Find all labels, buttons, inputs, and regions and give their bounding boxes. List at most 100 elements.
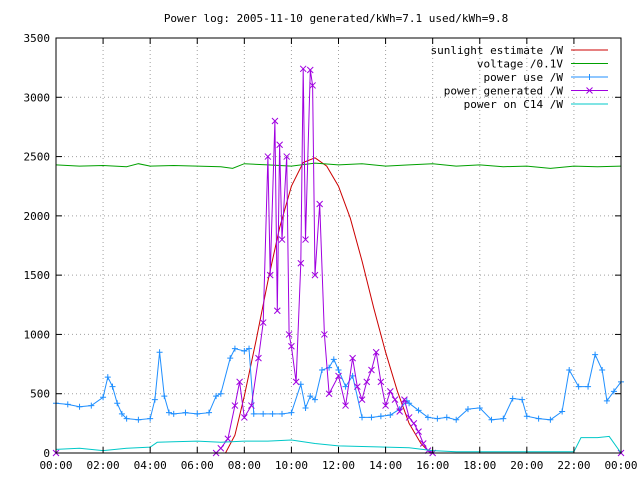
data-point	[377, 413, 384, 420]
x-tick-label: 22:00	[557, 459, 590, 472]
data-point	[156, 349, 163, 356]
data-point	[509, 395, 516, 402]
data-point	[386, 387, 394, 395]
x-tick-label: 00:00	[604, 459, 637, 472]
y-tick-label: 1500	[24, 269, 51, 282]
data-point	[292, 378, 300, 386]
y-tick-label: 1000	[24, 328, 51, 341]
data-point	[523, 413, 530, 420]
x-tick-label: 14:00	[369, 459, 402, 472]
data-point	[276, 141, 283, 149]
data-point	[114, 400, 121, 407]
series-layer	[52, 65, 625, 457]
data-point	[285, 331, 293, 338]
data-point	[316, 200, 324, 208]
data-point	[603, 397, 610, 404]
data-point	[358, 396, 366, 403]
data-point	[266, 271, 274, 279]
x-tick-label: 20:00	[510, 459, 543, 472]
data-point	[342, 383, 349, 390]
series-line	[225, 157, 431, 454]
y-tick-label: 2500	[24, 151, 51, 164]
data-point	[353, 383, 361, 390]
data-point	[547, 416, 554, 423]
data-point	[405, 414, 413, 421]
data-point	[246, 345, 253, 352]
data-point	[170, 410, 177, 417]
data-point	[279, 410, 285, 417]
x-tick-label: 08:00	[228, 459, 261, 472]
x-axis: 00:00 02:00 04:00 06:00 08:00 10:00 12:00 14:00…	[39, 38, 638, 472]
data-point	[535, 415, 542, 422]
legend-label: power use /W	[484, 71, 564, 84]
series-line	[55, 435, 622, 454]
data-point	[118, 410, 125, 417]
data-point	[273, 307, 281, 315]
data-point	[151, 396, 158, 403]
legend-label: voltage /0.1V	[477, 58, 563, 71]
y-tick-label: 2000	[24, 210, 51, 223]
data-point	[260, 410, 267, 417]
data-point	[396, 408, 404, 415]
data-point	[464, 406, 471, 413]
data-point	[194, 410, 201, 417]
data-point	[415, 407, 422, 414]
data-point	[255, 354, 262, 362]
data-point	[419, 440, 427, 447]
data-point	[302, 236, 309, 243]
data-point	[259, 319, 267, 326]
data-point	[224, 435, 232, 443]
data-point	[283, 153, 291, 160]
data-point	[387, 412, 394, 419]
x-tick-label: 12:00	[322, 459, 355, 472]
x-tick-label: 16:00	[416, 459, 449, 472]
x-tick-label: 18:00	[463, 459, 496, 472]
x-tick-label: 02:00	[87, 459, 120, 472]
data-point	[104, 374, 111, 381]
data-point	[288, 409, 295, 416]
y-tick-label: 3500	[24, 32, 51, 45]
series-2	[53, 345, 624, 423]
series-3	[52, 65, 625, 457]
x-tick-label: 10:00	[275, 459, 308, 472]
data-point	[299, 65, 307, 73]
series-4	[55, 435, 622, 454]
data-point	[488, 416, 495, 423]
data-point	[335, 372, 342, 380]
chart-title: Power log: 2005-11-10 generated/kWh=7.1 …	[164, 12, 508, 25]
data-point	[424, 414, 431, 421]
data-point	[330, 356, 337, 363]
legend-marker	[586, 74, 593, 80]
legend-entry: power on C14 /W	[464, 98, 608, 111]
data-point	[269, 410, 276, 417]
data-point	[227, 355, 234, 362]
data-point	[566, 367, 573, 373]
data-point	[311, 396, 318, 403]
data-point	[166, 409, 172, 416]
data-point	[349, 354, 356, 362]
y-tick-label: 0	[43, 447, 50, 460]
data-point	[297, 259, 305, 267]
data-point	[585, 383, 592, 390]
data-point	[415, 428, 422, 436]
data-point	[217, 444, 225, 452]
data-point	[363, 378, 371, 386]
data-point	[382, 402, 389, 409]
data-point	[319, 367, 326, 373]
data-point	[288, 342, 295, 350]
series-1	[55, 162, 622, 169]
data-point	[264, 153, 272, 160]
legend-label: power generated /W	[444, 85, 564, 98]
data-point	[349, 372, 356, 379]
data-point	[217, 390, 224, 397]
data-point	[391, 396, 399, 403]
data-point	[147, 415, 154, 422]
data-point	[309, 82, 316, 89]
data-point	[271, 117, 279, 125]
series-0	[225, 157, 431, 454]
legend-marker	[586, 87, 593, 94]
data-point	[182, 409, 189, 416]
legend-entry: power generated /W	[444, 85, 608, 98]
y-axis: 0 500 1000 1500 2000 2500 3000 3500	[24, 32, 621, 460]
